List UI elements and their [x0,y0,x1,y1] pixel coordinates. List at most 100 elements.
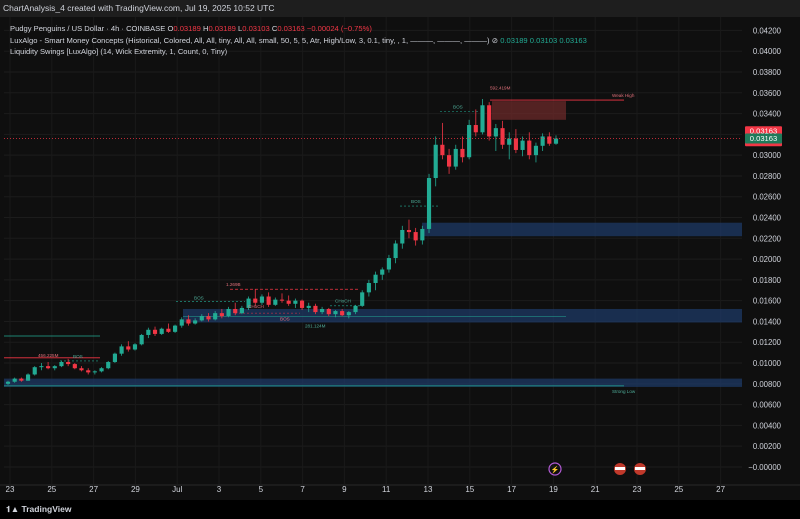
candle-body[interactable] [59,361,64,367]
candle-body[interactable] [19,378,24,381]
candle-body[interactable] [447,155,452,167]
price-chart[interactable]: 0.042000.040000.038000.036000.034000.032… [0,17,800,500]
candle-body[interactable] [5,381,11,384]
legend-high-label: H [202,24,209,33]
candle-body[interactable] [326,308,331,315]
candle-body[interactable] [373,274,378,283]
candle-body[interactable] [313,305,318,313]
x-tick-label: 23 [6,485,15,494]
candle-body[interactable] [139,334,144,345]
tradingview-logo[interactable]: 𝟏▲ TradingView [6,500,71,519]
candle-body[interactable] [467,125,472,158]
y-tick-label: 0.01400 [753,317,782,326]
demand-zone [4,378,742,387]
candle-body[interactable] [540,136,545,146]
candle-body[interactable] [206,316,211,320]
candle-body[interactable] [340,311,345,316]
candle-body[interactable] [152,329,158,334]
candle-body[interactable] [500,128,505,145]
candle-body[interactable] [52,366,57,369]
y-tick-label: 0.01200 [753,338,782,347]
candle-body[interactable] [92,371,97,373]
candle-body[interactable] [46,366,51,369]
candle-body[interactable] [453,148,458,167]
candle-body[interactable] [126,346,131,350]
candle-body[interactable] [380,269,385,275]
candle-body[interactable] [306,305,311,308]
candle-body[interactable] [239,307,244,314]
legend-swings-text[interactable]: Liquidity Swings [LuxAlgo] (14, Wick Ext… [10,47,228,56]
candle-body[interactable] [440,144,445,156]
candle-body[interactable] [346,312,351,316]
candle-body[interactable] [213,313,218,320]
annotation-liquidity-low: 281.124M [305,324,326,329]
candle-body[interactable] [420,228,425,241]
candle-body[interactable] [480,105,485,133]
candle-body[interactable] [299,300,305,308]
candle-body[interactable] [25,374,31,381]
candle-body[interactable] [86,370,91,373]
candle-body[interactable] [72,364,77,369]
candle-body[interactable] [507,138,512,145]
candle-body[interactable] [493,128,498,137]
candle-body[interactable] [320,308,325,313]
candle-body[interactable] [360,292,365,306]
candle-body[interactable] [413,232,418,241]
candle-body[interactable] [66,361,71,365]
candle-body[interactable] [32,367,37,375]
legend-smc-text[interactable]: LuxAlgo - Smart Money Concepts (Historic… [10,36,490,45]
candle-body[interactable] [112,353,117,362]
candle-body[interactable] [433,144,438,179]
candle-body[interactable] [473,125,478,133]
candle-body[interactable] [426,178,432,229]
candle-body[interactable] [259,296,265,303]
price-axis[interactable] [744,17,800,500]
candle-body[interactable] [353,305,358,313]
x-tick-label: 25 [47,485,56,494]
candle-body[interactable] [547,136,552,144]
candle-body[interactable] [527,140,532,156]
candle-body[interactable] [106,361,111,369]
legend-symbol[interactable]: Pudgy Penguins / US Dollar · 4h · COINBA… [10,24,166,33]
candle-body[interactable] [199,316,204,321]
candle-body[interactable] [219,313,224,317]
candle-body[interactable] [513,138,518,150]
candle-body[interactable] [39,366,44,368]
candle-body[interactable] [246,298,251,308]
candle-body[interactable] [132,344,138,350]
candle-body[interactable] [279,299,285,301]
y-tick-label: 0.01800 [753,276,782,285]
candle-body[interactable] [253,298,258,303]
caption-bar: ChartAnalysis_4 created with TradingView… [0,0,800,17]
candle-body[interactable] [119,346,124,354]
lightning-icon[interactable] [548,462,562,476]
candle-body[interactable] [286,300,291,304]
candle-body[interactable] [79,368,84,371]
candle-body[interactable] [266,296,271,305]
candle-body[interactable] [12,378,17,382]
candle-body[interactable] [487,105,492,137]
candle-body[interactable] [179,319,184,326]
candle-body[interactable] [273,299,278,305]
candle-body[interactable] [333,311,338,315]
candle-body[interactable] [460,148,465,158]
candle-body[interactable] [393,243,398,259]
candle-body[interactable] [293,300,298,304]
candle-body[interactable] [226,308,231,317]
candle-body[interactable] [233,308,238,314]
candle-body[interactable] [186,319,191,324]
candle-body[interactable] [400,229,405,244]
candle-body[interactable] [366,282,371,293]
candle-body[interactable] [99,368,104,372]
candle-body[interactable] [173,325,178,332]
candle-body[interactable] [146,329,151,335]
candle-body[interactable] [386,258,391,270]
candle-body[interactable] [193,320,198,324]
candle-body[interactable] [166,328,171,332]
candle-body[interactable] [553,138,559,144]
price-tag-smc[interactable] [745,133,782,144]
candle-body[interactable] [520,140,525,150]
candle-body[interactable] [159,328,164,334]
candle-body[interactable] [533,145,539,156]
candle-body[interactable] [406,229,412,233]
